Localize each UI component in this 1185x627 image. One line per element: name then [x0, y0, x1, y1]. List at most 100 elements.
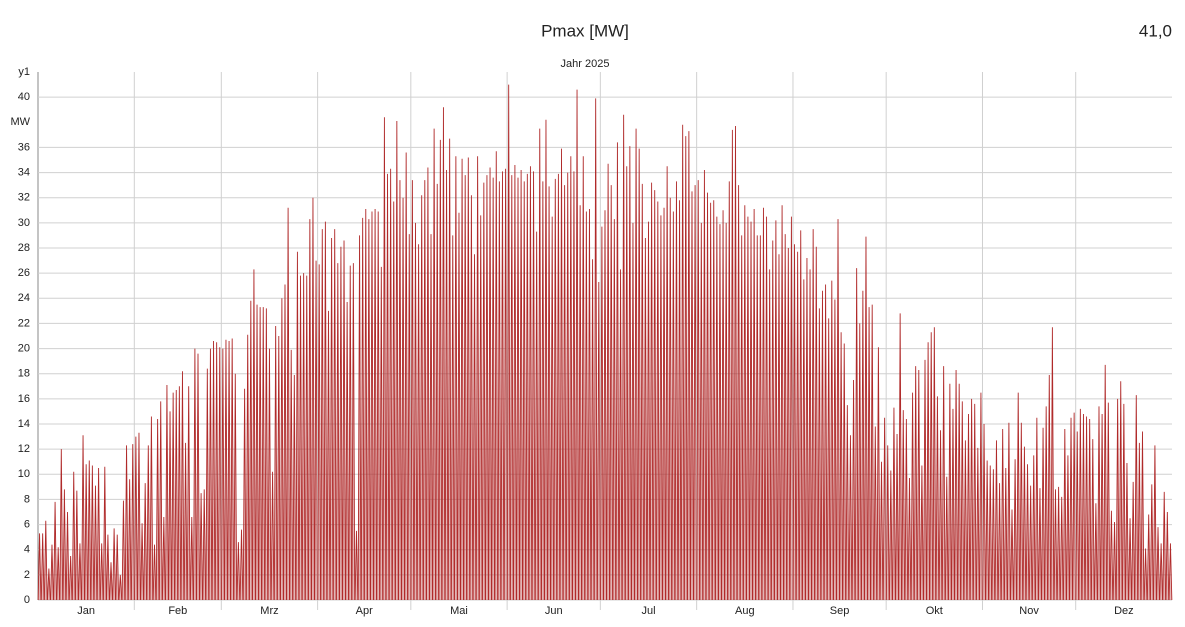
daily-peak: [584, 211, 589, 601]
daily-peak: [752, 209, 756, 601]
daily-peak: [394, 121, 399, 601]
x-tick-label: Okt: [926, 605, 943, 617]
daily-peak: [134, 436, 138, 601]
daily-peak: [683, 136, 688, 601]
daily-peak: [118, 574, 123, 601]
daily-peak: [994, 440, 999, 601]
daily-peak: [559, 148, 564, 601]
daily-peak: [808, 269, 812, 601]
daily-peak: [1078, 408, 1083, 601]
daily-peak: [435, 183, 440, 601]
daily-peak: [777, 254, 781, 601]
chart-title: Pmax [MW]: [541, 21, 629, 40]
daily-peak: [152, 544, 157, 601]
daily-peak: [975, 447, 980, 601]
daily-peak: [833, 299, 837, 601]
daily-peak: [652, 190, 657, 601]
daily-peak: [714, 216, 719, 601]
daily-peak: [960, 401, 965, 601]
daily-peak: [221, 348, 225, 601]
daily-peak: [609, 185, 614, 601]
daily-peak: [509, 175, 514, 601]
daily-peak: [441, 107, 446, 601]
daily-peak: [1075, 431, 1080, 601]
daily-peak: [1146, 514, 1151, 601]
daily-peak: [140, 523, 144, 601]
daily-peak: [429, 234, 433, 601]
daily-peak: [913, 366, 918, 601]
daily-peak: [339, 246, 343, 601]
daily-peak: [413, 222, 418, 601]
daily-peak: [845, 405, 850, 601]
daily-peak: [478, 215, 483, 601]
y-tick-label: 8: [24, 493, 30, 505]
daily-peak: [963, 440, 968, 601]
daily-peak: [90, 465, 95, 601]
daily-peak: [47, 568, 51, 601]
daily-peak: [1047, 374, 1052, 601]
daily-peak: [289, 349, 294, 601]
daily-peak: [326, 310, 331, 601]
daily-peak: [842, 343, 847, 601]
daily-peak: [1053, 489, 1058, 601]
daily-peak: [450, 235, 455, 601]
daily-peak: [864, 236, 868, 601]
daily-peak: [516, 177, 520, 601]
daily-peak: [910, 392, 915, 601]
daily-peak: [550, 216, 555, 601]
daily-peak: [755, 235, 760, 601]
daily-peak: [1103, 364, 1108, 601]
x-tick-label: Dez: [1114, 605, 1134, 617]
daily-peak: [416, 244, 421, 601]
y-tick-label: 6: [24, 518, 30, 530]
daily-peak: [618, 269, 623, 601]
daily-peak: [438, 139, 443, 601]
daily-peak: [50, 544, 54, 601]
daily-peak: [954, 369, 958, 601]
daily-peak: [801, 279, 806, 601]
daily-peak: [749, 221, 753, 601]
daily-peak: [1031, 455, 1036, 601]
daily-peak: [575, 89, 579, 601]
daily-peak: [398, 180, 402, 601]
daily-peak: [494, 151, 499, 601]
daily-peak: [628, 146, 632, 601]
daily-peak: [261, 307, 266, 601]
daily-peak: [997, 483, 1002, 601]
daily-peak: [537, 128, 542, 601]
daily-peak: [177, 386, 182, 601]
daily-peak: [217, 347, 222, 601]
daily-peak: [1165, 511, 1170, 601]
daily-peak: [972, 403, 977, 601]
daily-peak: [227, 341, 231, 601]
y-tick-label: 24: [18, 292, 30, 304]
daily-peak: [1050, 327, 1055, 601]
daily-peak: [323, 221, 328, 601]
daily-peak: [245, 334, 250, 601]
daily-peak: [205, 368, 210, 601]
daily-peak: [1118, 381, 1123, 601]
daily-peak: [1143, 548, 1148, 601]
daily-peak: [273, 325, 278, 601]
y-tick-label: 34: [18, 166, 30, 178]
daily-peak: [469, 195, 474, 601]
daily-peak: [944, 476, 949, 601]
daily-peak: [84, 464, 89, 601]
daily-peak: [603, 210, 607, 601]
daily-peak: [1156, 527, 1160, 601]
daily-peak: [556, 173, 561, 601]
daily-peak: [109, 562, 113, 601]
daily-peak: [646, 221, 651, 601]
daily-peak: [410, 180, 415, 601]
daily-peak: [727, 181, 732, 601]
x-tick-label: Feb: [168, 605, 187, 617]
daily-peak: [895, 434, 899, 601]
daily-peak: [224, 339, 228, 601]
daily-peak: [969, 398, 974, 601]
daily-peak: [848, 435, 853, 601]
daily-peak: [1081, 413, 1086, 601]
daily-peak: [932, 327, 937, 601]
daily-peak: [1056, 486, 1061, 601]
daily-peak: [1159, 543, 1163, 601]
